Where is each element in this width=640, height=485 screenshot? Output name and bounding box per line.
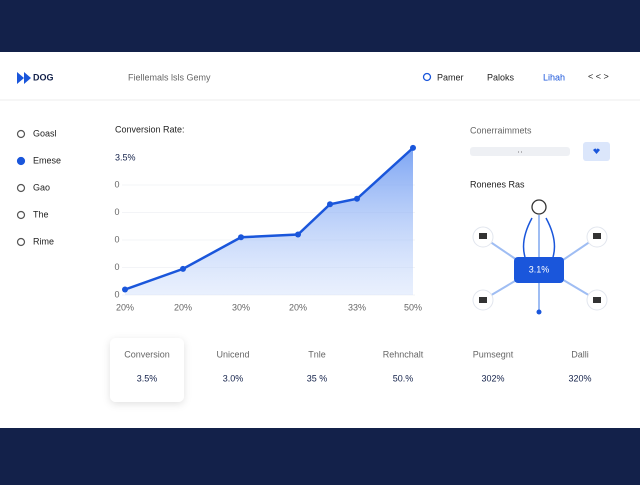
nav-item[interactable]: Lihah xyxy=(543,72,565,82)
side-item[interactable]: Rime xyxy=(33,236,54,246)
chart-headline: 3.5% xyxy=(115,152,136,162)
area xyxy=(125,147,413,295)
nav-arrows[interactable]: < < > xyxy=(588,71,609,81)
chart: 0 0 0 0 0 20% 20% 30% 20% 33% 50% xyxy=(114,144,422,312)
point xyxy=(327,201,333,208)
point xyxy=(354,195,360,202)
y-tick-label: 0 xyxy=(114,262,119,272)
subtitle: Fiellemals lsls Gemy xyxy=(128,72,211,82)
side-icon xyxy=(16,156,26,166)
point xyxy=(180,265,186,272)
network-nodes xyxy=(472,199,608,315)
side-icon xyxy=(16,129,26,139)
network-center[interactable] xyxy=(514,257,564,283)
side-icon xyxy=(16,210,26,220)
y-tick-label: 0 xyxy=(114,207,119,217)
network-links xyxy=(482,215,598,312)
stat-value: 3.5% xyxy=(137,373,158,383)
stat-label: Unicend xyxy=(216,349,249,359)
logo-icon xyxy=(17,72,31,84)
side-item[interactable]: The xyxy=(33,209,49,219)
nav-icon xyxy=(422,72,432,82)
stat-label: Tnle xyxy=(308,349,326,359)
nav-item[interactable]: Paloks xyxy=(487,72,515,82)
logo: DOG xyxy=(33,72,54,82)
panel-title: Conerraimmets xyxy=(470,125,532,135)
x-tick-label: 20% xyxy=(289,302,307,312)
x-tick-label: 33% xyxy=(348,302,366,312)
input-text: ·· xyxy=(517,146,523,156)
sidebar: Goasl Emese Gao The Rime xyxy=(16,128,61,247)
stat-label: Conversion xyxy=(124,349,170,359)
point xyxy=(238,234,244,241)
input[interactable] xyxy=(470,147,570,156)
network-title: Ronenes Ras xyxy=(470,179,525,189)
x-tick-label: 50% xyxy=(404,302,422,312)
stat-value: 3.0% xyxy=(223,373,244,383)
y-tick-label: 0 xyxy=(114,179,119,189)
stat-label: Dalli xyxy=(571,349,589,359)
point xyxy=(122,286,128,293)
nav-item[interactable]: Pamer xyxy=(437,72,464,82)
stat-value: 50.% xyxy=(393,373,414,383)
stat-value: 35 % xyxy=(307,373,328,383)
point xyxy=(410,144,416,151)
stats: Conversion 3.5% Unicend 3.0% Tnle 35 % Rehncha… xyxy=(124,349,591,383)
x-tick-label: 20% xyxy=(116,302,134,312)
network-value: 3.1% xyxy=(529,264,550,274)
y-tick-label: 0 xyxy=(114,289,119,299)
x-tick-label: 20% xyxy=(174,302,192,312)
button-icon xyxy=(593,148,600,154)
chart-title: Conversion Rate: xyxy=(115,124,185,134)
point xyxy=(295,231,301,238)
stat-label: Pumsegnt xyxy=(473,349,514,359)
stat-value: 320% xyxy=(568,373,591,383)
stat-label: Rehnchalt xyxy=(383,349,424,359)
side-icon xyxy=(16,237,26,247)
y-tick-label: 0 xyxy=(114,234,119,244)
stat-card xyxy=(110,338,184,402)
side-item[interactable]: Emese xyxy=(33,155,61,165)
stat-value: 302% xyxy=(481,373,504,383)
side-item[interactable]: Goasl xyxy=(33,128,57,138)
side-item[interactable]: Gao xyxy=(33,182,50,192)
side-icon xyxy=(16,183,26,193)
x-tick-label: 30% xyxy=(232,302,250,312)
